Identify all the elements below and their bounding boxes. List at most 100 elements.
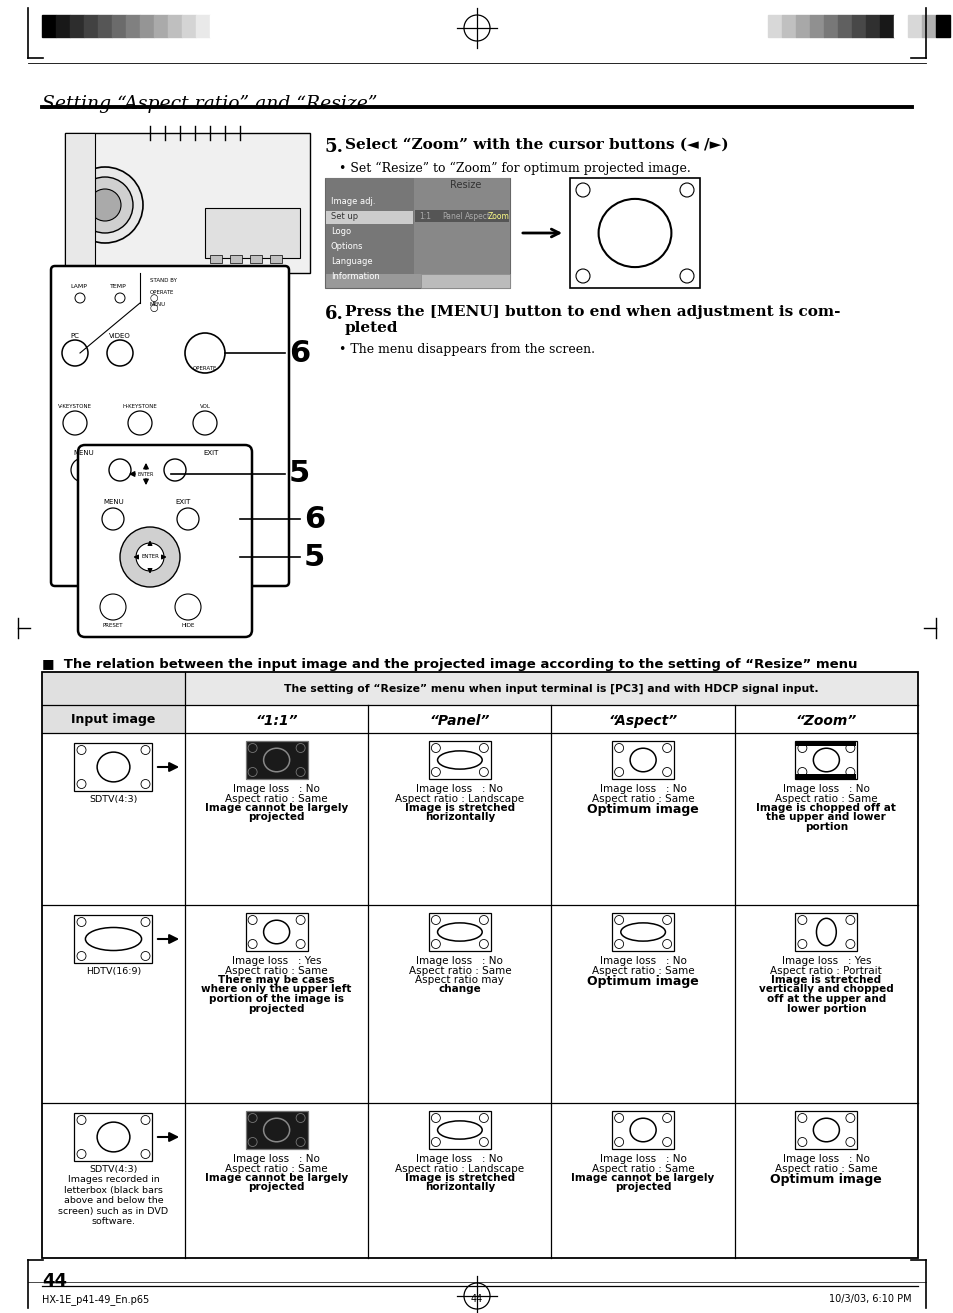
- Circle shape: [89, 189, 121, 221]
- Text: STAND BY: STAND BY: [150, 278, 176, 284]
- Bar: [182, 14, 195, 37]
- Bar: [415, 210, 509, 222]
- Bar: [796, 773, 856, 779]
- Bar: [795, 14, 809, 37]
- Text: “Panel”: “Panel”: [429, 714, 490, 727]
- Text: Aspect ratio : Same: Aspect ratio : Same: [774, 793, 877, 804]
- Bar: [42, 672, 917, 1258]
- Text: OPERATE: OPERATE: [150, 290, 174, 295]
- Text: Image loss   : No: Image loss : No: [233, 784, 319, 794]
- Text: Press the [MENU] button to end when adjustment is com-: Press the [MENU] button to end when adju…: [345, 305, 840, 319]
- Text: ■  The relation between the input image and the projected image according to the: ■ The relation between the input image a…: [42, 658, 857, 671]
- Text: vertically and chopped: vertically and chopped: [759, 985, 893, 994]
- Text: Aspect ratio : Same: Aspect ratio : Same: [591, 1163, 694, 1174]
- Bar: [429, 741, 491, 779]
- Bar: [921, 14, 935, 37]
- Text: There may be cases: There may be cases: [218, 976, 335, 985]
- Text: projected: projected: [248, 1183, 305, 1192]
- Text: ○: ○: [150, 303, 158, 312]
- Bar: [126, 14, 140, 37]
- Bar: [140, 14, 153, 37]
- Text: H-KEYSTONE: H-KEYSTONE: [123, 404, 157, 410]
- Bar: [210, 255, 222, 263]
- Text: projected: projected: [248, 813, 305, 822]
- Text: 6: 6: [289, 339, 310, 368]
- Text: ENTER: ENTER: [137, 471, 154, 477]
- Bar: [205, 207, 299, 257]
- Text: SDTV(4:3): SDTV(4:3): [90, 794, 137, 804]
- Text: Aspect ratio may: Aspect ratio may: [415, 976, 504, 985]
- Text: 5.: 5.: [325, 138, 344, 156]
- Text: Optimum image: Optimum image: [587, 976, 699, 987]
- Text: • The menu disappears from the screen.: • The menu disappears from the screen.: [338, 343, 595, 356]
- Bar: [612, 913, 674, 951]
- Bar: [74, 915, 152, 962]
- Text: PC: PC: [71, 334, 79, 339]
- Text: where only the upper left: where only the upper left: [201, 985, 352, 994]
- Bar: [781, 14, 795, 37]
- Text: Image cannot be largely: Image cannot be largely: [205, 1173, 348, 1183]
- Text: Image is stretched: Image is stretched: [771, 976, 881, 985]
- Text: EXIT: EXIT: [174, 499, 191, 506]
- Text: 44: 44: [42, 1272, 67, 1289]
- Bar: [65, 133, 95, 273]
- Text: portion of the image is: portion of the image is: [209, 994, 344, 1004]
- Text: MENU: MENU: [150, 302, 166, 307]
- Text: Image loss   : No: Image loss : No: [233, 1154, 319, 1165]
- Text: 5: 5: [289, 460, 310, 488]
- Bar: [795, 741, 857, 779]
- Bar: [65, 133, 310, 273]
- Text: Aspect ratio : Landscape: Aspect ratio : Landscape: [395, 1163, 524, 1174]
- Text: “1:1”: “1:1”: [255, 714, 297, 727]
- Bar: [907, 14, 921, 37]
- Text: Image adj.: Image adj.: [331, 197, 375, 206]
- Bar: [569, 179, 700, 288]
- Text: Logo: Logo: [331, 227, 351, 236]
- Text: Resize: Resize: [450, 180, 480, 190]
- Bar: [84, 14, 98, 37]
- Text: EXIT: EXIT: [203, 450, 218, 456]
- Bar: [429, 1111, 491, 1149]
- Bar: [421, 274, 510, 288]
- Text: VIDEO: VIDEO: [109, 334, 131, 339]
- Bar: [42, 672, 185, 733]
- Bar: [414, 179, 510, 274]
- Text: change: change: [438, 985, 480, 994]
- Text: MENU: MENU: [73, 450, 93, 456]
- Text: projected: projected: [248, 1003, 305, 1014]
- Bar: [325, 179, 510, 288]
- Text: 1:1: 1:1: [418, 211, 431, 221]
- Bar: [270, 255, 282, 263]
- Bar: [70, 14, 84, 37]
- Text: Zoom: Zoom: [487, 211, 509, 221]
- Text: “Aspect”: “Aspect”: [608, 714, 677, 727]
- Text: Aspect ratio : Same: Aspect ratio : Same: [591, 793, 694, 804]
- Text: 44: 44: [471, 1295, 482, 1304]
- Text: HDTV(16:9): HDTV(16:9): [86, 966, 141, 976]
- Text: the upper and lower: the upper and lower: [765, 813, 885, 822]
- Text: Select “Zoom” with the cursor buttons (◄ /►): Select “Zoom” with the cursor buttons (◄…: [345, 138, 728, 152]
- Text: TEMP: TEMP: [110, 284, 127, 289]
- Text: Input image: Input image: [71, 713, 155, 726]
- Bar: [809, 14, 823, 37]
- Text: The setting of “Resize” menu when input terminal is [PC3] and with HDCP signal i: The setting of “Resize” menu when input …: [284, 684, 818, 695]
- Bar: [326, 179, 415, 274]
- Text: Image loss   : No: Image loss : No: [599, 1154, 686, 1165]
- Bar: [112, 14, 126, 37]
- Bar: [42, 14, 56, 37]
- Text: LAMP: LAMP: [70, 284, 87, 289]
- Bar: [56, 14, 70, 37]
- Bar: [74, 1113, 152, 1161]
- Bar: [935, 14, 949, 37]
- Text: ○: ○: [150, 293, 158, 303]
- Text: Aspect ratio : Same: Aspect ratio : Same: [408, 965, 511, 976]
- Text: 5: 5: [304, 542, 325, 571]
- Text: portion: portion: [804, 822, 847, 832]
- Text: 10/3/03, 6:10 PM: 10/3/03, 6:10 PM: [828, 1295, 911, 1304]
- Bar: [230, 255, 242, 263]
- Bar: [837, 14, 851, 37]
- Text: Image is chopped off at: Image is chopped off at: [756, 804, 896, 813]
- Text: horizontally: horizontally: [424, 813, 495, 822]
- Bar: [195, 14, 210, 37]
- Text: Panel: Panel: [441, 211, 462, 221]
